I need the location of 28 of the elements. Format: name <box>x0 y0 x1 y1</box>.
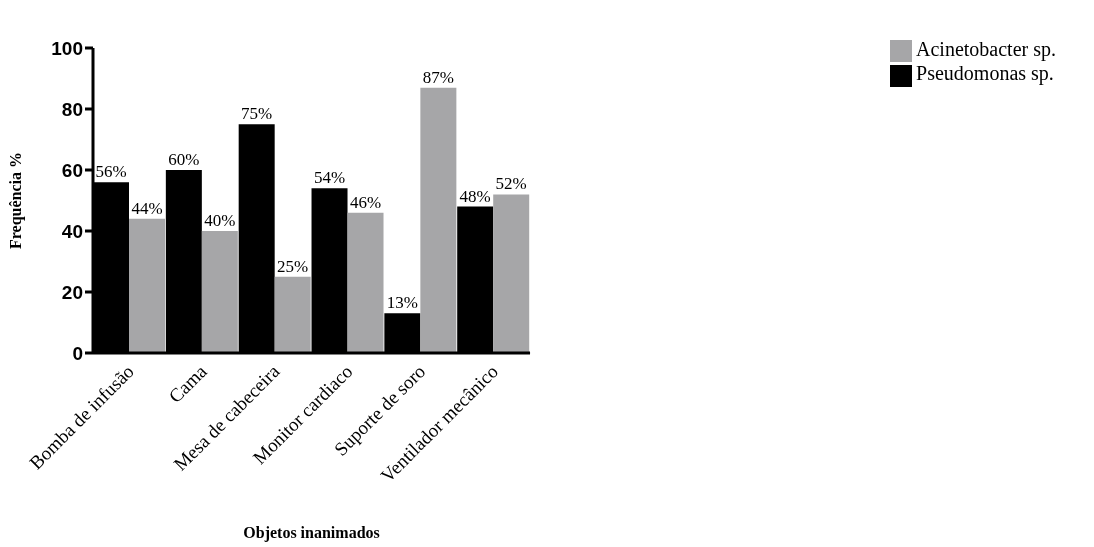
bar <box>201 231 238 353</box>
data-label: 56% <box>95 162 127 182</box>
data-label: 46% <box>349 192 382 212</box>
x-axis-title: Objetos inanimados <box>243 524 380 542</box>
bar <box>129 218 165 353</box>
y-tick-label: 80 <box>61 98 83 120</box>
data-label: 44% <box>131 198 163 218</box>
data-label: 52% <box>495 174 527 194</box>
legend-label: Acinetobacter sp. <box>916 38 1056 60</box>
y-tick-label: 100 <box>51 37 83 59</box>
bar <box>493 194 530 353</box>
data-label: 54% <box>313 168 346 188</box>
y-axis-title: Frequência % <box>6 151 25 250</box>
data-label: 60% <box>168 150 200 169</box>
data-label: 13% <box>386 293 418 313</box>
bar <box>347 212 384 353</box>
y-tick-label: 0 <box>72 342 83 364</box>
data-label: 75% <box>241 104 273 124</box>
data-label: 87% <box>422 67 454 87</box>
data-label: 48% <box>459 186 491 206</box>
legend-label: Pseudomonas sp. <box>916 62 1054 85</box>
data-label: 25% <box>277 256 309 276</box>
bar <box>274 276 311 353</box>
y-tick-label: 20 <box>61 281 83 303</box>
data-label: 40% <box>204 211 236 230</box>
y-tick-label: 40 <box>61 220 83 242</box>
bar <box>420 87 457 353</box>
y-tick-label: 60 <box>61 159 83 181</box>
